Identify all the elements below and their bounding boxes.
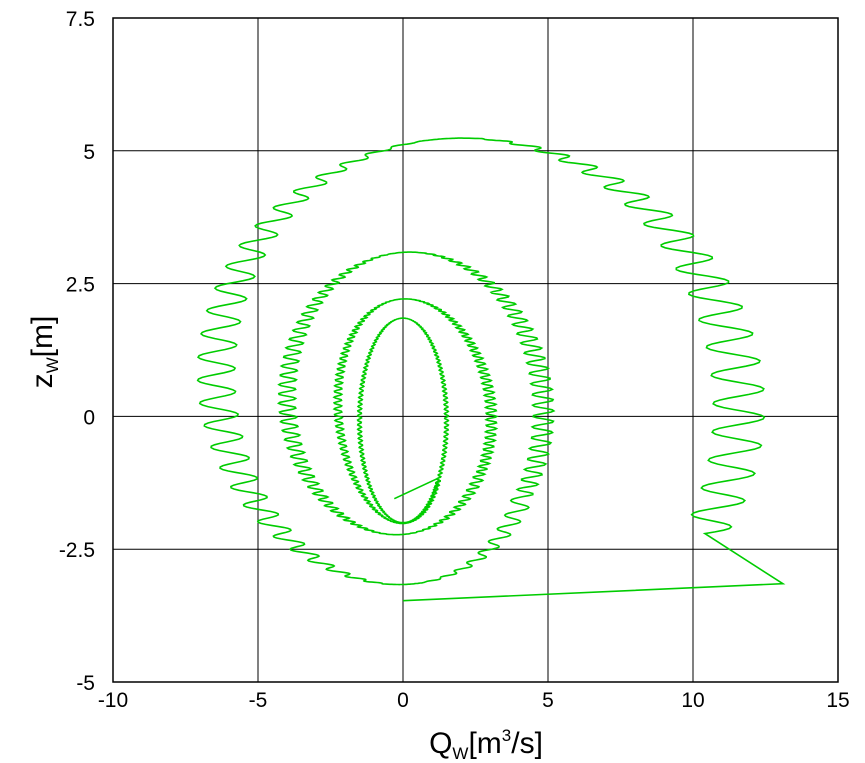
- y-axis-label-unit: [m]: [26, 316, 59, 358]
- trajectory-series: [196, 137, 786, 602]
- x-axis-label: QW[m3/s]: [429, 726, 543, 763]
- y-tick-label: 0: [83, 406, 95, 429]
- x-tick-label: 0: [397, 689, 409, 712]
- trajectory-line: [196, 137, 786, 602]
- y-tick-label: -2.5: [59, 539, 95, 562]
- x-tick-label: 15: [826, 689, 849, 712]
- y-axis-label-base: z: [26, 373, 59, 388]
- y-tick-label: 7.5: [66, 8, 95, 31]
- y-axis-label: zW[m]: [26, 316, 62, 389]
- y-axis-label-sub: W: [43, 357, 62, 373]
- y-tick-label: 5: [83, 141, 95, 164]
- x-tick-label: 5: [542, 689, 554, 712]
- x-axis-label-unit-pre: [m: [468, 727, 501, 760]
- x-tick-label: -10: [98, 689, 128, 712]
- y-tick-label: -5: [76, 672, 95, 695]
- x-axis-label-unit-post: /s]: [511, 727, 543, 760]
- x-tick-label: -5: [249, 689, 268, 712]
- x-tick-labels: -10 -5 0 5 10 15: [98, 689, 850, 712]
- y-tick-label: 2.5: [66, 274, 95, 297]
- x-axis-label-sub: W: [452, 744, 468, 763]
- x-tick-label: 10: [681, 689, 704, 712]
- plot-frame: [112, 17, 839, 683]
- x-axis-label-base: Q: [429, 727, 452, 760]
- y-tick-labels: -5 -2.5 0 2.5 5 7.5: [59, 8, 95, 695]
- x-axis-label-unit-sup: 3: [502, 726, 511, 745]
